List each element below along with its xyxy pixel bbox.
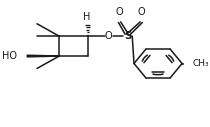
Polygon shape bbox=[27, 55, 59, 57]
Text: O: O bbox=[116, 7, 123, 17]
Text: S: S bbox=[124, 31, 131, 41]
Text: O: O bbox=[137, 7, 145, 17]
Text: CH₃: CH₃ bbox=[193, 59, 209, 68]
Text: H: H bbox=[83, 12, 91, 22]
Text: O: O bbox=[104, 31, 112, 41]
Text: HO: HO bbox=[2, 51, 17, 61]
